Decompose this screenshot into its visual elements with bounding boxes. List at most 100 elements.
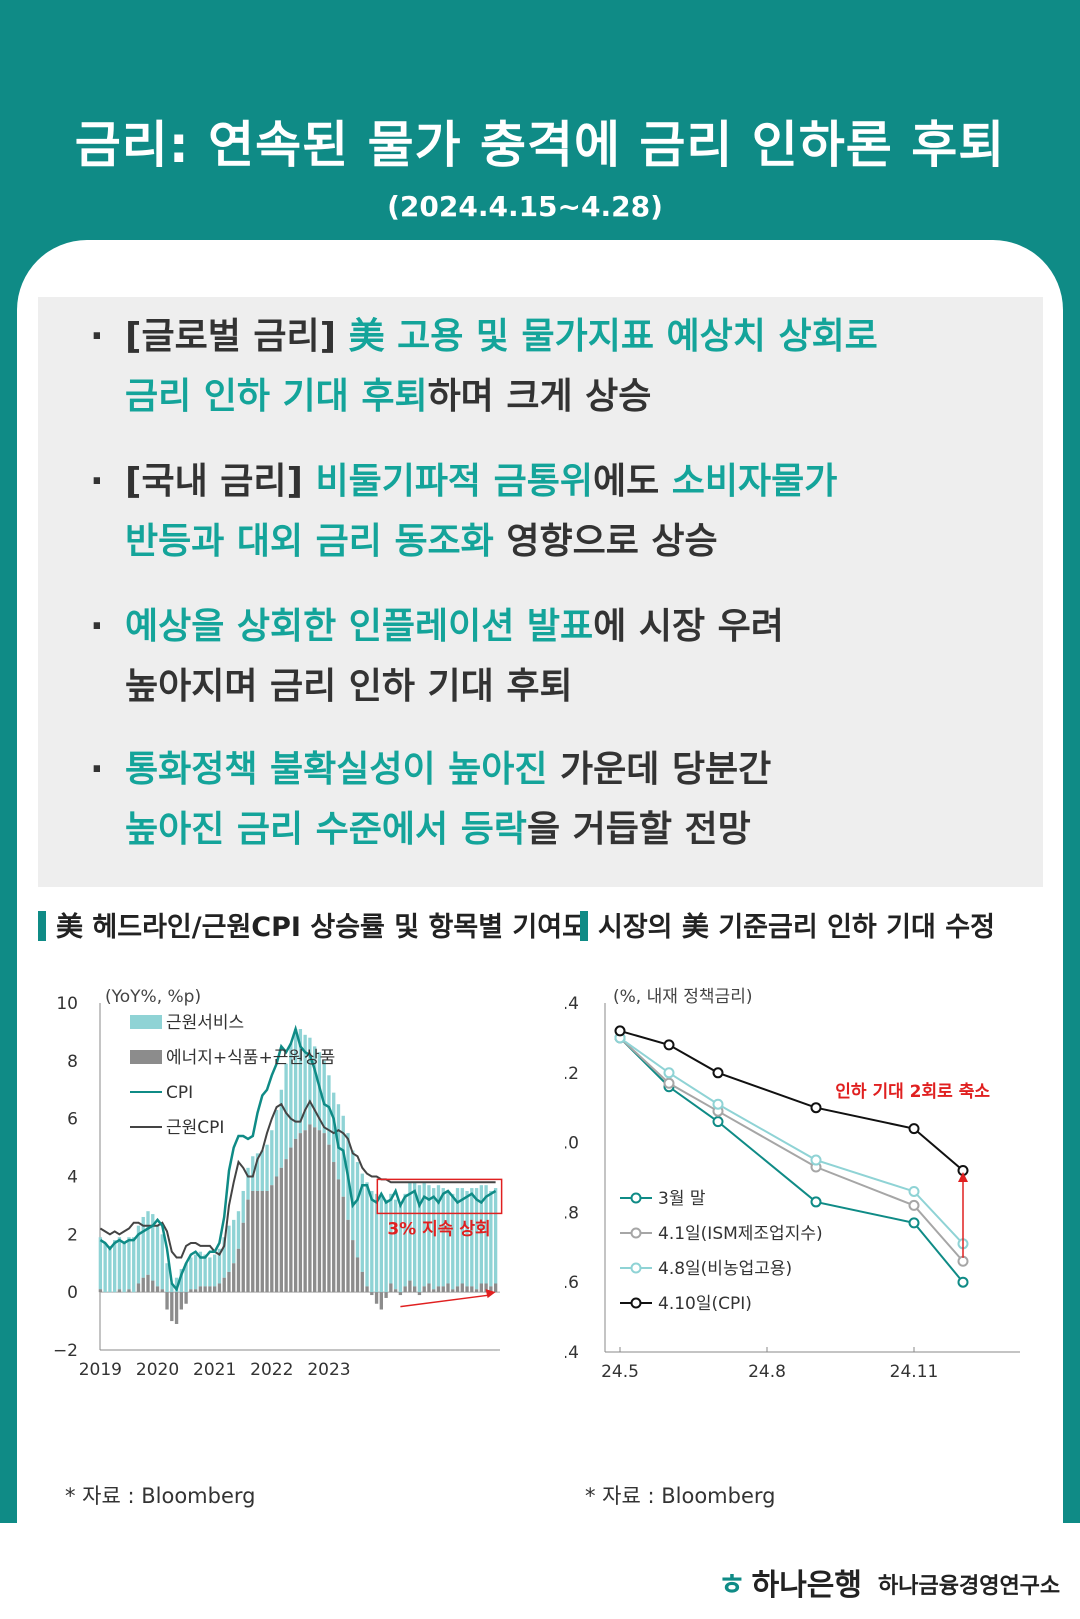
goods-bar xyxy=(289,1147,293,1293)
series-point xyxy=(957,1276,969,1288)
goods-bar xyxy=(155,1286,160,1293)
series-line xyxy=(619,1037,964,1245)
services-bar xyxy=(446,1190,450,1284)
legend-swatch-services xyxy=(130,1015,162,1029)
goods-bar xyxy=(441,1286,445,1293)
goods-bar xyxy=(365,1286,369,1293)
bullet-dot: · xyxy=(90,606,104,647)
bank-logo: ㅎ 하나은행 xyxy=(718,1568,863,1603)
goods-bar xyxy=(208,1286,212,1293)
legend-label: 3월 말 xyxy=(658,1189,706,1209)
services-bar xyxy=(151,1214,155,1281)
legend-swatch-goods xyxy=(130,1050,162,1064)
bullet-line: 통화정책 불확실성이 높아진 가운데 당분간 xyxy=(95,740,771,800)
x-tick-label: 2023 xyxy=(307,1360,350,1380)
bullet-text: 에도 xyxy=(592,461,672,502)
legend-label: 4.8일(비농업고용) xyxy=(658,1259,792,1279)
services-bar xyxy=(493,1188,498,1284)
legend-marker xyxy=(630,1297,642,1309)
services-bar xyxy=(470,1188,474,1287)
services-bar xyxy=(427,1185,431,1284)
goods-bar xyxy=(174,1292,179,1324)
goods-bar xyxy=(193,1289,198,1293)
y-tick-label: 4.6 xyxy=(565,1273,579,1293)
y-tick-label: 5.2 xyxy=(565,1064,579,1084)
x-tick-label: 2021 xyxy=(193,1360,236,1380)
services-bar xyxy=(308,1037,312,1125)
footer xyxy=(0,1523,1080,1619)
y-tick-label: 5.4 xyxy=(565,994,579,1014)
goods-bar xyxy=(141,1277,145,1293)
services-bar xyxy=(351,1150,355,1241)
goods-bar xyxy=(417,1292,422,1296)
goods-bar xyxy=(341,1196,345,1293)
goods-bar xyxy=(165,1292,169,1310)
goods-bar xyxy=(232,1263,236,1293)
bullet-text: 을 거듭할 전망 xyxy=(526,809,751,850)
bullet-text: 에 시장 우려 xyxy=(593,606,784,647)
services-bar xyxy=(213,1254,217,1287)
series-point xyxy=(663,1039,675,1051)
legend-marker xyxy=(630,1227,642,1239)
goods-bar xyxy=(217,1283,222,1293)
legend-label: 4.1일(ISM제조업지수) xyxy=(658,1224,823,1244)
series-point xyxy=(712,1098,724,1110)
legend-marker xyxy=(630,1262,642,1274)
section-title-left: 美 헤드라인/근원CPI 상승률 및 항목별 기여도 xyxy=(38,905,587,944)
services-bar xyxy=(208,1257,212,1287)
services-bar xyxy=(160,1234,164,1290)
bullet-line: 반등과 대외 금리 동조화 영향으로 상승 xyxy=(95,512,837,572)
source-left: * 자료 : Bloomberg xyxy=(65,1484,256,1508)
goods-bar xyxy=(255,1190,260,1293)
services-bar xyxy=(117,1237,122,1290)
core-cpi-line xyxy=(99,1099,496,1259)
bullet-line: [글로벌 금리] 美 고용 및 물가지표 예상치 상회로 xyxy=(95,307,878,367)
goods-bar xyxy=(408,1280,412,1293)
cpi-line xyxy=(99,1024,497,1292)
bullet-dot: · xyxy=(90,461,104,502)
summary-bullet: · 통화정책 불확실성이 높아진 가운데 당분간 높아진 금리 수준에서 등락을 거… xyxy=(90,740,771,860)
x-tick-label: 2019 xyxy=(79,1360,122,1380)
services-bar xyxy=(384,1199,388,1293)
goods-bar xyxy=(327,1144,331,1293)
section-bar xyxy=(580,911,588,941)
annotation-arrow xyxy=(400,1294,490,1308)
services-bar xyxy=(451,1193,455,1290)
y-tick-label: 6 xyxy=(67,1110,78,1130)
goods-bar xyxy=(489,1286,493,1293)
goods-bar xyxy=(308,1124,312,1293)
bullet-line: 금리 인하 기대 후퇴하며 크게 상승 xyxy=(95,367,878,427)
goods-bar xyxy=(451,1289,455,1293)
goods-bar xyxy=(298,1133,303,1293)
series-point xyxy=(810,1154,822,1166)
bullet-line: 높아지며 금리 인하 기대 후퇴 xyxy=(95,657,784,717)
page-title: 금리: 연속된 물가 충격에 금리 인하론 후퇴 xyxy=(74,116,1006,174)
bullet-line: 높아진 금리 수준에서 등락을 거듭할 전망 xyxy=(95,800,771,860)
series-point xyxy=(712,1116,724,1128)
goods-bar xyxy=(246,1199,250,1293)
goods-bar xyxy=(379,1292,383,1310)
section-title-right: 시장의 美 기준금리 인하 기대 수정 xyxy=(580,905,995,944)
legend-label: 근원서비스 xyxy=(166,1013,244,1033)
series-line xyxy=(619,1037,964,1283)
highlight-text: 美 고용 및 물가지표 예상치 상회로 xyxy=(348,316,878,357)
institute-name: 하나금융경영연구소 xyxy=(878,1574,1061,1599)
goods-bar xyxy=(313,1127,317,1293)
period-label: (2024.4.15~4.28) xyxy=(387,190,663,223)
services-bar xyxy=(289,1043,293,1148)
summary-box xyxy=(38,297,1043,887)
goods-bar xyxy=(127,1289,131,1293)
services-bar xyxy=(103,1243,107,1293)
goods-bar xyxy=(236,1248,241,1293)
bullet-dot: · xyxy=(90,316,104,357)
goods-bar xyxy=(332,1162,336,1293)
annotation-text: 인하 기대 2회로 축소 xyxy=(835,1082,990,1102)
goods-bar xyxy=(222,1277,226,1293)
services-bar xyxy=(98,1237,103,1290)
services-bar xyxy=(174,1277,179,1293)
y-tick-label: 10 xyxy=(56,994,78,1014)
services-bar xyxy=(313,1046,317,1128)
y-tick-label: −2 xyxy=(53,1341,78,1361)
services-bar xyxy=(255,1153,260,1191)
x-tick-label: 24.5 xyxy=(601,1362,639,1382)
